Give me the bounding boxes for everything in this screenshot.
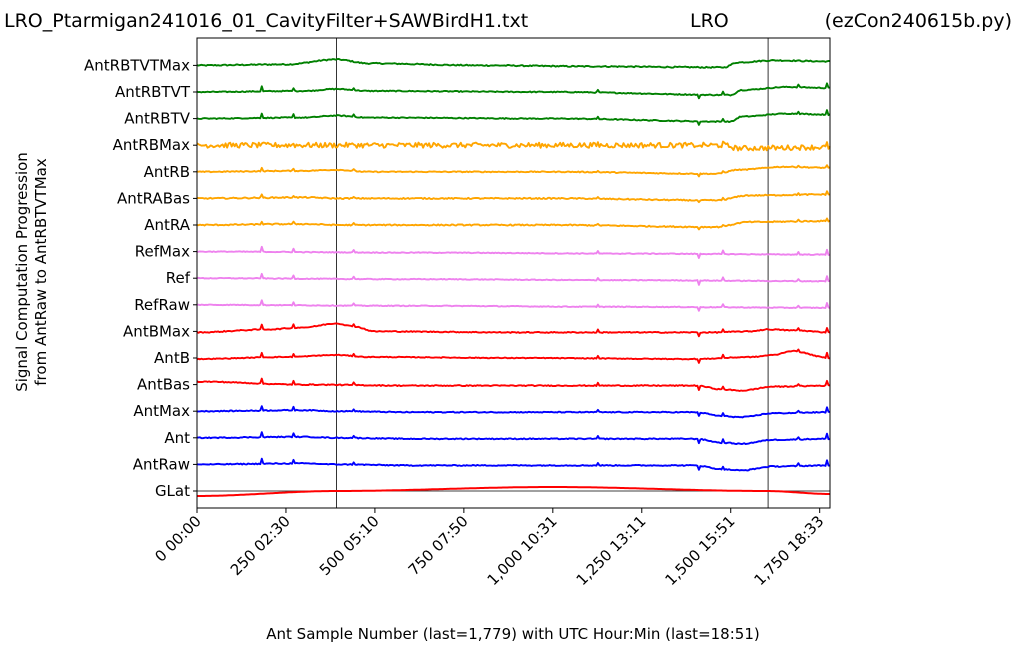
x-tick-label-1500: 1,500 15:51 — [662, 512, 739, 589]
chart-title-right: (ezCon240615b.py) — [825, 10, 1012, 32]
series-line-ant — [196, 431, 831, 445]
y-tick-label-antbas: AntBas — [137, 376, 190, 394]
y-tick-label-antraw: AntRaw — [133, 455, 190, 473]
series-line-antraw — [196, 457, 831, 472]
series-line-antbmax — [196, 322, 831, 338]
y-axis-labels: AntRBTVTMax AntRBTVT AntRBTV AntRBMax AntRB A… — [84, 56, 197, 500]
x-axis-label: Ant Sample Number (last=1,779) with UTC … — [266, 625, 759, 643]
y-tick-label-antrabas: AntRABas — [117, 189, 190, 207]
series-line-antb — [196, 348, 831, 364]
series-line-antrb — [196, 164, 831, 178]
y-tick-label-ref: Ref — [166, 269, 191, 287]
y-tick-label-antb: AntB — [154, 349, 190, 367]
plot-area — [196, 38, 831, 508]
series-line-refraw — [197, 299, 831, 312]
series-line-antrabas — [196, 190, 831, 204]
x-tick-label-250: 250 02:30 — [227, 512, 294, 579]
series-line-antra — [196, 217, 831, 231]
y-tick-label-ant: Ant — [164, 429, 190, 447]
series-line-glat — [197, 486, 830, 497]
y-tick-label-antrbtv: AntRBTV — [124, 110, 191, 128]
series-line-antrbmax — [196, 140, 831, 152]
y-tick-label-antrbtvtmax: AntRBTVTMax — [84, 56, 190, 74]
series-line-antrbtvtmax — [196, 57, 831, 69]
y-axis-label-line1: Signal Computation Progression — [13, 152, 31, 392]
y-tick-label-antbmax: AntBMax — [123, 322, 190, 340]
x-tick-label-1250: 1,250 13:11 — [573, 512, 650, 589]
y-tick-label-glat: GLat — [155, 482, 190, 500]
x-axis-labels: 0 00:00 250 02:30 500 05:10 750 07:50 1,000 … — [151, 508, 828, 589]
x-tick-label-1750: 1,750 18:33 — [750, 512, 827, 589]
x-tick-label-750: 750 07:50 — [405, 512, 472, 579]
y-tick-label-refmax: RefMax — [135, 243, 190, 261]
series-line-ref — [196, 272, 831, 286]
plot-frame — [196, 37, 831, 509]
series-line-antbas — [196, 377, 831, 392]
x-tick-label-1000: 1,000 10:31 — [484, 512, 561, 589]
y-tick-label-antrbmax: AntRBMax — [113, 136, 190, 154]
y-tick-label-antrb: AntRB — [144, 163, 190, 181]
chart-title-center: LRO — [690, 10, 729, 32]
series-line-antrbtv — [196, 109, 831, 126]
x-tick-label-500: 500 05:10 — [316, 512, 383, 579]
chart-title-left: LRO_Ptarmigan241016_01_CavityFilter+SAWB… — [4, 10, 528, 32]
series-line-refmax — [196, 245, 830, 259]
series-line-antrbtvt — [196, 82, 831, 100]
y-axis-label-line2: from AntRaw to AntRBTVTMax — [32, 158, 50, 386]
y-tick-label-antra: AntRA — [144, 216, 190, 234]
y-tick-label-antrbtvt: AntRBTVT — [115, 83, 191, 101]
series-line-antmax — [196, 405, 831, 419]
y-tick-label-refraw: RefRaw — [134, 296, 190, 314]
x-tick-label-0: 0 00:00 — [151, 512, 204, 565]
y-tick-label-antmax: AntMax — [133, 402, 190, 420]
